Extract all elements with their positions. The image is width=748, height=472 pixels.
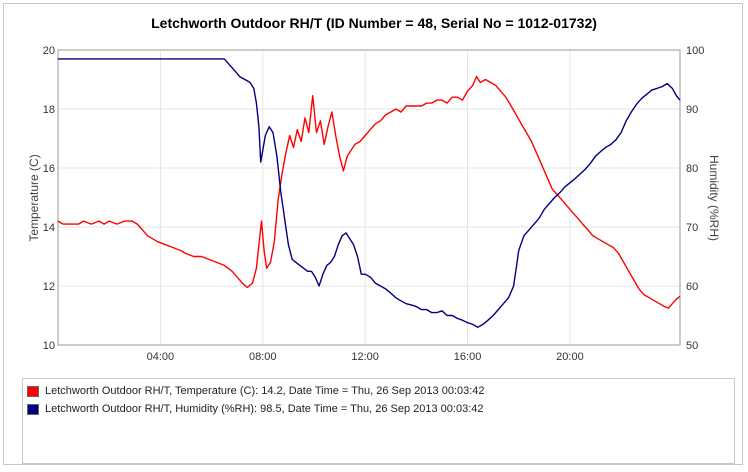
y-tick-label: 12 [43,281,55,293]
legend-item-humidity[interactable]: Letchworth Outdoor RH/T, Humidity (%RH):… [27,402,484,416]
y2-tick-label: 80 [686,163,698,175]
series-layer [57,58,681,328]
chart-title: Letchworth Outdoor RH/T (ID Number = 48,… [151,15,597,31]
y-tick-label: 20 [43,45,55,57]
humidity-series-line[interactable] [58,58,681,328]
x-tick-label: 04:00 [147,351,175,363]
legend-swatch-humidity [27,403,39,415]
y2-tick-label: 60 [686,281,698,293]
legend-label-humidity: Letchworth Outdoor RH/T, Humidity (%RH):… [45,403,484,415]
legend-swatch-temperature [27,385,39,397]
chart-area: Letchworth Outdoor RH/T (ID Number = 48,… [27,15,721,363]
y2-tick-label: 100 [686,45,704,57]
plot-border [57,49,681,346]
y-axis-label: Temperature (C) [27,154,41,241]
x-tick-label: 16:00 [454,351,482,363]
y2-tick-label: 50 [686,340,698,352]
y-tick-label: 16 [43,163,55,175]
legend: Letchworth Outdoor RH/T, Temperature (C)… [22,378,735,464]
x-tick-label: 20:00 [556,351,584,363]
axis-ticks: 10 12 14 16 18 20 50 60 70 80 90 100 04:00 08:00 12:00… [43,45,705,363]
y-tick-label: 10 [43,340,55,352]
y2-tick-label: 90 [686,104,698,116]
legend-item-temperature[interactable]: Letchworth Outdoor RH/T, Temperature (C)… [27,384,485,398]
y2-axis-label: Humidity (%RH) [707,155,721,241]
x-tick-label: 08:00 [249,351,277,363]
grid [58,49,680,346]
legend-label-temperature: Letchworth Outdoor RH/T, Temperature (C)… [45,385,485,397]
y2-tick-label: 70 [686,222,698,234]
y-tick-label: 14 [43,222,55,234]
y-tick-label: 18 [43,104,55,116]
temperature-series-line[interactable] [57,75,681,309]
x-tick-label: 12:00 [351,351,379,363]
